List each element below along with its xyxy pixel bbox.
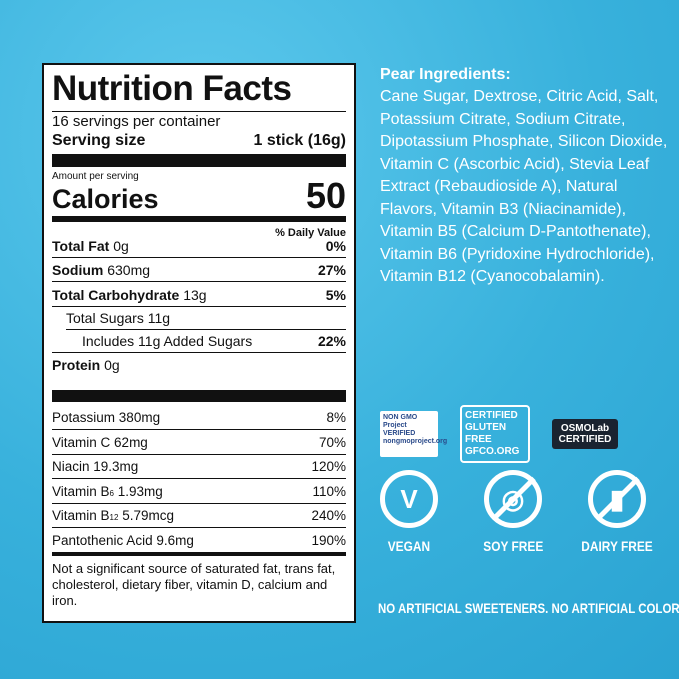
- diet-icons: V VEGAN ◎ SOY FREE ▮ DAIRY FREE: [378, 470, 653, 554]
- vitamin-name: Vitamin C 62mg: [52, 434, 148, 454]
- nutrient-name: Total Fat 0g: [52, 237, 129, 255]
- nutrient-name: Sodium 630mg: [52, 261, 150, 279]
- vitamin-dv: 240%: [311, 508, 346, 523]
- calories-value: 50: [305, 175, 346, 216]
- vitamin-amount: 9.6mg: [156, 532, 194, 548]
- label-title: Nutrition Facts: [52, 69, 292, 108]
- vitamin-name: Potassium 380mg: [52, 409, 160, 429]
- ingredients-heading: Pear Ingredients:: [380, 66, 511, 83]
- vitamin-amount: 1.93mg: [117, 483, 163, 499]
- diet-icon-item: ◎ SOY FREE: [482, 470, 544, 554]
- nutrient-row: Includes 11g Added Sugars 22%: [52, 332, 346, 350]
- nutrient-row: Protein 0g: [52, 356, 346, 374]
- non-gmo-badge: NON GMO Project VERIFIED nongmoproject.o…: [380, 411, 447, 457]
- ingredients-text: Cane Sugar, Dextrose, Citric Acid, Salt,…: [380, 88, 668, 285]
- vitamin-dv: 190%: [311, 532, 346, 548]
- vitamin-dv: 8%: [326, 410, 346, 425]
- nutrient-amount: 0g: [113, 238, 129, 254]
- vitamin-name: Vitamin B12 5.79mcg: [52, 507, 174, 527]
- diet-icon-label: SOY FREE: [483, 538, 543, 554]
- nutrient-name: Total Carbohydrate 13g: [52, 286, 207, 304]
- milk-bottle-crossed-icon: ▮: [588, 470, 646, 528]
- gluten-free-badge: CERTIFIED GLUTEN FREE GFCO.ORG: [460, 405, 530, 463]
- daily-value-header: % Daily Value: [275, 227, 346, 239]
- vitamin-dv: 70%: [318, 434, 346, 450]
- vitamin-subscript: 6: [109, 488, 114, 498]
- vitamin-label: Niacin: [52, 459, 90, 474]
- nutrient-name: Total Sugars 11g: [66, 309, 170, 327]
- vitamin-row: Vitamin B12 5.79mcg 240%: [52, 507, 346, 527]
- serving-size-label: Serving size: [52, 132, 146, 149]
- nutrient-dv: 0%: [325, 238, 346, 254]
- nutrient-row: Total Carbohydrate 13g 5%: [52, 286, 346, 304]
- calories-row: Calories 50: [52, 175, 346, 216]
- vitamin-name: Pantothenic Acid 9.6mg: [52, 532, 194, 552]
- vitamin-amount: 62mg: [114, 434, 148, 450]
- footnote: Not a significant source of saturated fa…: [52, 561, 336, 608]
- vitamin-label: Vitamin B: [52, 483, 110, 499]
- nutrient-label: Total Sugars 11g: [66, 310, 171, 326]
- amount-per-serving: Amount per serving: [52, 171, 139, 182]
- diet-icon-label: VEGAN: [387, 538, 431, 554]
- vitamin-amount: 19.3mg: [93, 459, 139, 474]
- nutrient-name: Includes 11g Added Sugars: [82, 332, 252, 350]
- nutrient-row: Total Fat 0g 0%: [52, 237, 346, 255]
- vitamin-label: Pantothenic Acid: [52, 532, 153, 548]
- vitamin-row: Vitamin B6 1.93mg 110%: [52, 483, 346, 503]
- vitamin-row: Pantothenic Acid 9.6mg 190%: [52, 532, 346, 552]
- leaf-v-icon: V: [380, 470, 438, 528]
- nutrient-amount: 630mg: [107, 262, 151, 278]
- vitamin-subscript: 12: [109, 513, 119, 522]
- serving-size: Serving size 1 stick (16g): [52, 132, 346, 150]
- soybean-crossed-icon: ◎: [484, 470, 542, 528]
- vitamin-row: Niacin 19.3mg 120%: [52, 458, 346, 478]
- nutrient-row: Total Sugars 11g: [52, 309, 346, 327]
- nutrient-label: Sodium: [52, 262, 104, 278]
- vitamin-name: Vitamin B6 1.93mg: [52, 483, 163, 503]
- nutrient-dv: 27%: [317, 262, 346, 278]
- nutrient-dv: 5%: [325, 287, 346, 303]
- nutrient-dv: 22%: [317, 333, 346, 349]
- vitamin-label: Vitamin C: [52, 434, 111, 450]
- vitamin-label: Potassium: [52, 410, 116, 425]
- vitamin-row: Vitamin C 62mg 70%: [52, 434, 346, 454]
- nutrient-label: Protein: [52, 357, 101, 373]
- vitamin-label: Vitamin B: [52, 508, 110, 523]
- vitamin-row: Potassium 380mg 8%: [52, 409, 346, 429]
- nutrient-amount: 13g: [183, 287, 207, 303]
- certification-badges: NON GMO Project VERIFIED nongmoproject.o…: [380, 405, 660, 463]
- nutrient-label: Includes 11g Added Sugars: [82, 333, 253, 349]
- vitamin-dv: 110%: [312, 483, 346, 499]
- osmolab-badge: OSMOLab CERTIFIED: [552, 419, 618, 449]
- diet-icon-item: V VEGAN: [378, 470, 440, 554]
- servings-per-container: 16 servings per container: [52, 113, 221, 130]
- nutrient-name: Protein 0g: [52, 356, 120, 374]
- nutrition-facts-label: Nutrition Facts 16 servings per containe…: [42, 63, 356, 623]
- vitamin-amount: 380mg: [118, 410, 161, 425]
- diet-icon-label: DAIRY FREE: [581, 538, 653, 554]
- diet-icon-item: ▮ DAIRY FREE: [581, 470, 653, 554]
- serving-size-value: 1 stick (16g): [253, 132, 346, 149]
- tagline: NO ARTIFICIAL SWEETENERS. NO ARTIFICIAL …: [378, 600, 679, 616]
- calories-label: Calories: [52, 184, 159, 214]
- vitamin-name: Niacin 19.3mg: [52, 458, 138, 478]
- ingredients-section: Pear Ingredients: Cane Sugar, Dextrose, …: [380, 64, 670, 289]
- vitamin-amount: 5.79mcg: [122, 508, 174, 523]
- nutrient-label: Total Carbohydrate: [52, 287, 180, 303]
- nutrient-amount: 0g: [104, 357, 120, 373]
- vitamin-dv: 120%: [311, 459, 346, 474]
- nutrient-label: Total Fat: [52, 238, 110, 254]
- nutrient-row: Sodium 630mg 27%: [52, 261, 346, 279]
